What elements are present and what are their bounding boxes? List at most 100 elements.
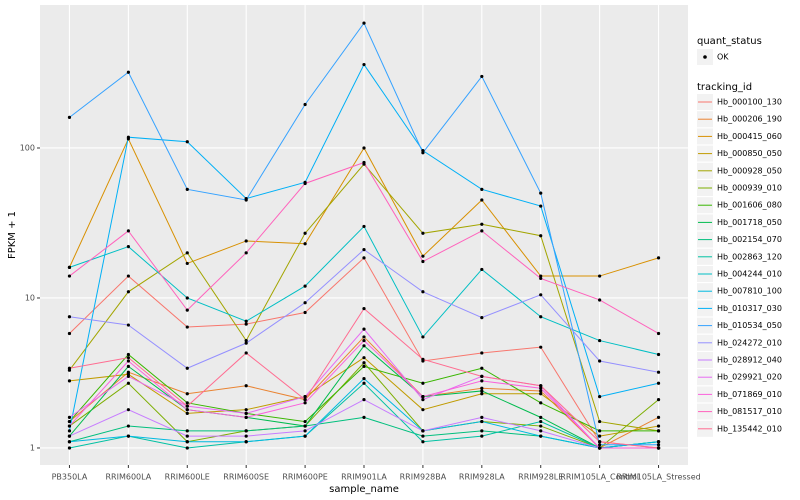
legend-label: Hb_000850_050 [717,149,782,158]
data-point [480,374,484,379]
data-point [421,151,425,155]
data-point [185,446,189,450]
data-point [303,395,307,399]
legend-label: Hb_081517_010 [717,407,782,416]
x-tick-label: RRIM600LE [165,473,210,482]
data-point [185,434,189,438]
data-point [67,424,72,428]
data-point [244,429,248,433]
data-point [362,21,366,25]
data-point [303,181,307,186]
data-point [67,446,72,450]
data-point [656,256,661,260]
data-point [656,352,661,357]
data-point [126,434,130,438]
data-point [539,429,543,433]
data-point [185,429,189,433]
data-point [539,315,543,319]
data-point [362,306,366,311]
legend-label: Hb_071869_010 [717,390,782,399]
data-point [362,415,366,419]
data-point [421,434,425,438]
x-tick-label: RRIM600PE [282,473,328,482]
data-point [67,434,72,438]
data-point [244,434,248,438]
data-point [598,274,602,278]
data-point [362,377,366,381]
data-point [539,424,543,428]
data-point [421,381,425,385]
legend-label: Hb_001718_050 [717,218,782,227]
data-point [244,411,248,416]
legend-label: Hb_004244_010 [717,270,782,279]
legend-label: OK [717,53,729,62]
data-point [362,146,366,150]
data-point [126,229,130,233]
legend-label: Hb_024272_010 [717,338,782,347]
data-point [598,434,602,438]
data-point [126,290,130,294]
x-tick-label: RRIM901LA [341,473,387,482]
data-point [421,357,425,361]
data-point [67,366,72,370]
data-point [303,429,307,433]
legend-label: Hb_007810_100 [717,287,782,296]
y-tick-label: 10 [25,293,35,302]
data-point [421,254,425,258]
data-point [126,352,130,357]
legend-label: Hb_000939_010 [717,184,782,193]
data-point [67,115,72,119]
data-point [539,204,543,208]
data-point [480,389,484,393]
data-point [362,381,366,385]
legend-label: Hb_010534_050 [717,321,782,330]
data-point [656,429,661,433]
data-point [480,429,484,433]
data-point [303,434,307,438]
data-point [656,443,661,447]
data-point [244,239,248,243]
data-point [244,338,248,343]
data-point [480,74,484,79]
data-point [67,274,72,278]
data-point [185,140,189,144]
data-point [598,443,602,447]
data-point [480,366,484,370]
data-point [598,338,602,343]
legend-label: Hb_001606_080 [717,201,782,210]
data-point [480,379,484,383]
data-point [185,366,189,370]
x-tick-label: RRIM928LA [459,473,505,482]
legend-label: Hb_010317_030 [717,304,782,313]
data-point [185,296,189,300]
data-point [480,419,484,424]
data-point [303,301,307,305]
data-point [244,440,248,444]
x-tick-label: PB350LA [52,473,88,482]
data-point [421,395,425,399]
data-point [185,411,189,416]
y-axis-title: FPKM + 1 [7,211,18,259]
data-point [480,267,484,272]
data-point [480,315,484,320]
legend-label: Hb_029921_020 [717,373,782,382]
data-point [185,440,189,444]
data-point [303,398,307,402]
data-point [126,364,130,368]
data-point [656,381,661,385]
data-point [67,419,72,424]
data-point [362,361,366,365]
data-point [480,434,484,438]
data-point [656,331,661,336]
data-point [362,160,366,165]
y-tick-label: 1 [30,443,35,452]
data-point [656,370,661,374]
data-point [539,419,543,424]
data-point [126,381,130,385]
data-point [421,231,425,235]
data-point [539,234,543,238]
legend-label: Hb_002154_070 [717,235,782,244]
data-point [421,408,425,412]
data-point [185,325,189,329]
